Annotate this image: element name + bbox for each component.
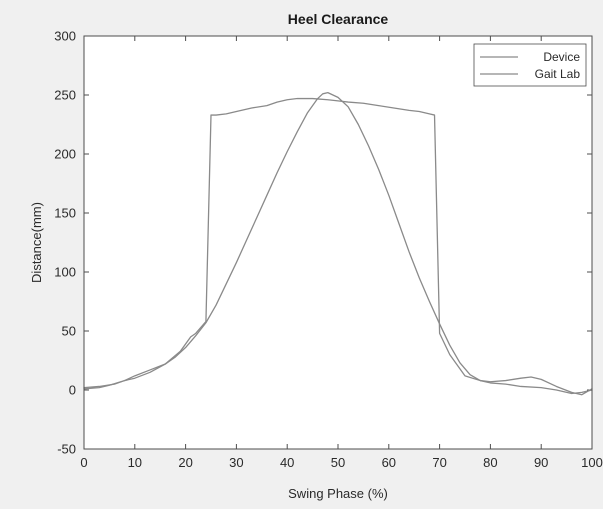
legend-label-device: Device — [543, 50, 580, 64]
series-line-gait-lab — [83, 91, 593, 395]
plot-frame — [83, 35, 593, 450]
x-tick-label: 0 — [80, 455, 87, 470]
legend: Device Gait Lab — [473, 43, 587, 87]
x-axis-title: Swing Phase (%) — [288, 486, 388, 501]
y-axis-title: Distance(mm) — [29, 202, 44, 283]
x-tick-label: 80 — [483, 455, 497, 470]
y-tick-label: 250 — [54, 88, 76, 103]
x-tick-label: 60 — [382, 455, 396, 470]
legend-label-gait-lab: Gait Lab — [535, 67, 581, 81]
x-tick-label: 40 — [280, 455, 294, 470]
y-tick-label: -50 — [57, 442, 76, 457]
y-tick-label: 300 — [54, 29, 76, 44]
y-tick-label: 200 — [54, 147, 76, 162]
axis-ticks: 0 10 20 30 40 50 60 70 80 90 100 -50 0 50 100 150 200 250… — [54, 29, 603, 471]
series-layer — [83, 91, 593, 396]
x-tick-label: 30 — [229, 455, 243, 470]
x-tick-label: 10 — [128, 455, 142, 470]
x-tick-label: 50 — [331, 455, 345, 470]
y-tick-label: 100 — [54, 265, 76, 280]
x-tick-label: 100 — [581, 455, 603, 470]
x-tick-label: 20 — [178, 455, 192, 470]
chart-title: Heel Clearance — [288, 11, 389, 27]
y-tick-label: 0 — [69, 383, 76, 398]
y-tick-label: 50 — [62, 324, 76, 339]
x-tick-label: 90 — [534, 455, 548, 470]
x-tick-label: 70 — [432, 455, 446, 470]
series-line-device — [83, 97, 593, 396]
legend-box — [473, 43, 587, 87]
y-tick-label: 150 — [54, 206, 76, 221]
